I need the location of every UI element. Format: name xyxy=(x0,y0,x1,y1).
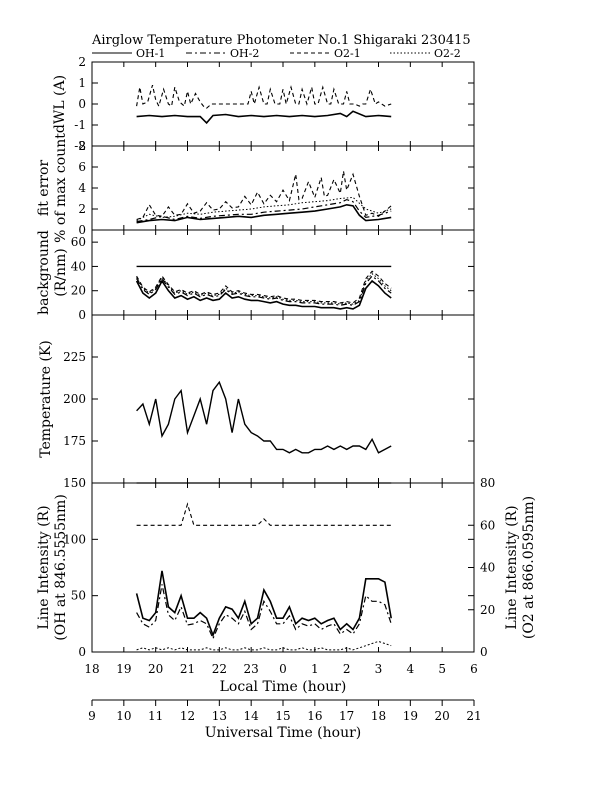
x-axis-label-local: Local Time (hour) xyxy=(220,679,347,695)
chart-title: Airglow Temperature Photometer No.1 Shig… xyxy=(91,33,471,48)
y-axis-label-2: (R/nm) xyxy=(53,248,69,296)
x-tick-label-local: 23 xyxy=(244,662,259,676)
y-tick-label: 225 xyxy=(63,350,86,364)
panel-frame xyxy=(91,145,475,231)
legend-label: O2-2 xyxy=(434,47,461,60)
y-tick-label: 20 xyxy=(71,284,86,298)
y-tick-label: 175 xyxy=(63,434,86,448)
x-axis-label-ut: Universal Time (hour) xyxy=(205,725,362,741)
y-tick-label: 60 xyxy=(71,235,86,249)
panels: -2 -1 0 1 2 dWL (A) 0 2 4 6 8 fit error% of max cou… xyxy=(36,55,537,659)
y-axis-label-2: (OH at 846.5555nm) xyxy=(53,494,69,641)
y-axis-label-2: % of max count xyxy=(53,133,69,243)
y-tick-label: 2 xyxy=(78,202,86,216)
y-tick-label: 40 xyxy=(71,259,86,273)
y-right-tick-label: 20 xyxy=(480,603,495,617)
panel-fit_error: 0 2 4 6 8 fit error% of max count xyxy=(36,133,475,243)
y-tick-label: 4 xyxy=(78,181,86,195)
series-line-oh-1 xyxy=(135,570,392,638)
y-axis-label: fit error xyxy=(36,160,52,217)
x-tick-label-ut: 9 xyxy=(88,709,96,723)
x-tick-label-ut: 16 xyxy=(307,709,322,723)
x-tick-label-ut: 12 xyxy=(180,709,195,723)
y-right-tick-label: 80 xyxy=(480,476,495,490)
series-line-o2-2 xyxy=(136,273,392,305)
series-line-oh xyxy=(136,380,392,454)
y-tick-label: 0 xyxy=(78,308,86,322)
y-right-tick-label: 60 xyxy=(480,518,495,532)
x-tick-label-ut: 15 xyxy=(275,709,290,723)
series-line-o2-1 xyxy=(136,171,392,221)
y-tick-label: 8 xyxy=(78,139,86,153)
y-tick-label: -1 xyxy=(74,118,86,132)
y-tick-label: 150 xyxy=(63,476,86,490)
y-tick-label: 6 xyxy=(78,160,86,174)
x-tick-label-ut: 14 xyxy=(244,709,260,723)
panel-dwl: -2 -1 0 1 2 dWL (A) xyxy=(52,55,475,153)
series-line-o2-2 xyxy=(136,196,392,222)
series-line-o2-1 xyxy=(136,84,392,109)
x-tick-label-local: 21 xyxy=(180,662,195,676)
series-line-oh-2 xyxy=(136,275,392,306)
x-tick-label-local: 1 xyxy=(311,662,319,676)
y-tick-label: 1 xyxy=(78,76,86,90)
x-tick-label-local: 18 xyxy=(84,662,99,676)
legend-label: OH-1 xyxy=(136,47,165,60)
series-line-oh-2 xyxy=(136,198,392,223)
y-tick-label: 0 xyxy=(78,223,86,237)
y-right-axis-label-2: (O2 at 866.0595nm) xyxy=(521,496,537,639)
series-line-oh-2 xyxy=(136,584,392,641)
y-tick-label: 50 xyxy=(71,589,86,603)
x-tick-label-local: 4 xyxy=(407,662,415,676)
series-line-oh-1 xyxy=(136,203,392,224)
x-tick-label-local: 22 xyxy=(212,662,227,676)
legend-label: OH-2 xyxy=(230,47,259,60)
series-line-oh-1 xyxy=(136,110,392,125)
y-axis-label: Temperature (K) xyxy=(38,340,54,458)
series-line-oh-1 xyxy=(135,279,392,310)
x-tick-label-local: 3 xyxy=(375,662,383,676)
x-tick-label-ut: 11 xyxy=(148,709,163,723)
x-tick-label-local: 5 xyxy=(438,662,446,676)
y-axis-label: background xyxy=(36,230,52,315)
y-tick-label: -2 xyxy=(74,139,86,153)
x-tick-label-ut: 20 xyxy=(435,709,450,723)
x-tick-label-ut: 17 xyxy=(339,709,354,723)
panel-frame xyxy=(91,229,475,316)
panel-frame xyxy=(91,61,475,147)
x-tick-label-local: 0 xyxy=(279,662,287,676)
panel-background: 0 20 40 60 background (R/nm) xyxy=(36,229,475,322)
y-tick-label: 100 xyxy=(63,532,86,546)
x-tick-label-ut: 21 xyxy=(466,709,481,723)
y-tick-label: 200 xyxy=(63,392,86,406)
panel-frame xyxy=(91,314,475,484)
x-tick-label-ut: 18 xyxy=(371,709,386,723)
y-tick-label: 2 xyxy=(78,55,86,69)
y-right-tick-label: 40 xyxy=(480,561,495,575)
panel-temperature: 175 200 225 Temperature (K) xyxy=(38,314,475,484)
x-tick-label-local: 19 xyxy=(116,662,131,676)
y-tick-label: 0 xyxy=(78,97,86,111)
x-tick-label-ut: 19 xyxy=(403,709,418,723)
y-axis-label: Line Intensity (R) xyxy=(36,505,52,629)
series-line-o2-1b xyxy=(136,640,392,651)
x-tick-label-ut: 10 xyxy=(116,709,131,723)
x-tick-label-local: 2 xyxy=(343,662,351,676)
series-line-o2-1 xyxy=(136,502,392,526)
legend: OH-1 OH-2 O2-1 O2-2 xyxy=(92,47,461,60)
legend-label: O2-1 xyxy=(334,47,361,60)
x-tick-label-local: 20 xyxy=(148,662,163,676)
y-axis-label: dWL (A) xyxy=(52,75,68,133)
y-right-axis-label: Line Intensity (R) xyxy=(504,505,520,629)
x-tick-label-local: 6 xyxy=(470,662,478,676)
y-tick-label: 0 xyxy=(78,645,86,659)
series-line-o2-1 xyxy=(136,270,392,304)
y-right-tick-label: 0 xyxy=(480,645,488,659)
x-tick-label-ut: 13 xyxy=(212,709,227,723)
